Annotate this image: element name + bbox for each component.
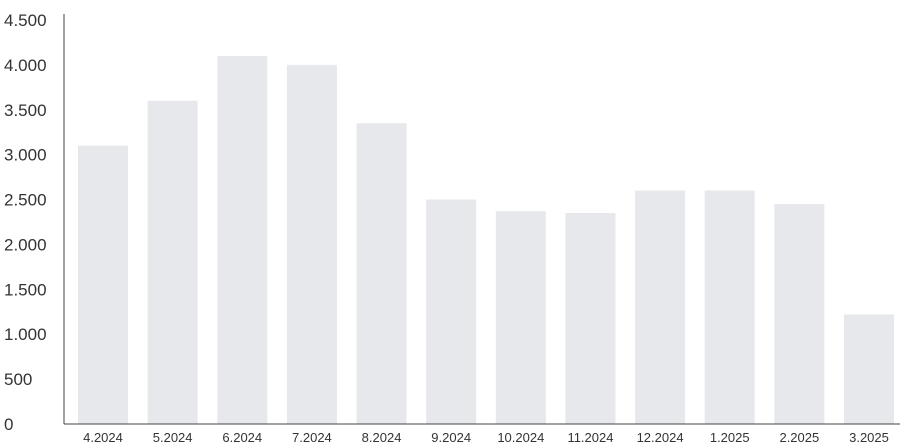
bar	[565, 213, 616, 424]
x-tick-label: 11.2024	[567, 430, 613, 445]
x-tick-label: 6.2024	[222, 430, 262, 445]
y-axis: 0 500 1.000 1.500 2.000 2.500 3.000 3.500 4.000 4…	[4, 11, 65, 434]
y-tick-label: 3.500	[4, 101, 47, 120]
bar	[356, 123, 407, 424]
y-tick-label: 1.000	[4, 325, 47, 344]
bar	[286, 64, 337, 424]
y-tick-label: 1.500	[4, 280, 47, 299]
x-tick-label: 2.2025	[779, 430, 819, 445]
y-tick-label: 4.000	[4, 56, 47, 75]
y-tick-label: 2.500	[4, 191, 47, 210]
x-tick-label: 1.2025	[710, 430, 750, 445]
x-tick-label: 7.2024	[292, 430, 332, 445]
bar	[635, 190, 686, 424]
x-axis: 4.2024 5.2024 6.2024 7.2024 8.2024 9.2024 10.2…	[64, 423, 900, 445]
x-tick-label: 9.2024	[431, 430, 471, 445]
bar	[217, 55, 268, 425]
bar	[495, 211, 546, 424]
bar	[426, 199, 477, 424]
y-tick-label: 2.000	[4, 235, 47, 254]
x-tick-label: 10.2024	[497, 430, 544, 445]
x-tick-label: 8.2024	[362, 430, 402, 445]
y-tick-label: 0	[4, 415, 13, 434]
bar	[78, 145, 128, 424]
x-tick-label: 4.2024	[83, 430, 123, 445]
bars	[78, 55, 894, 425]
bar	[147, 100, 198, 425]
bar	[774, 204, 825, 424]
y-tick-label: 3.000	[4, 146, 47, 165]
x-tick-label: 5.2024	[153, 430, 193, 445]
x-tick-label: 3.2025	[849, 430, 889, 445]
y-tick-label: 4.500	[4, 11, 47, 30]
x-tick-label: 12.2024	[637, 430, 684, 445]
y-tick-label: 500	[4, 370, 32, 389]
bar	[844, 314, 894, 424]
bar	[704, 190, 755, 424]
